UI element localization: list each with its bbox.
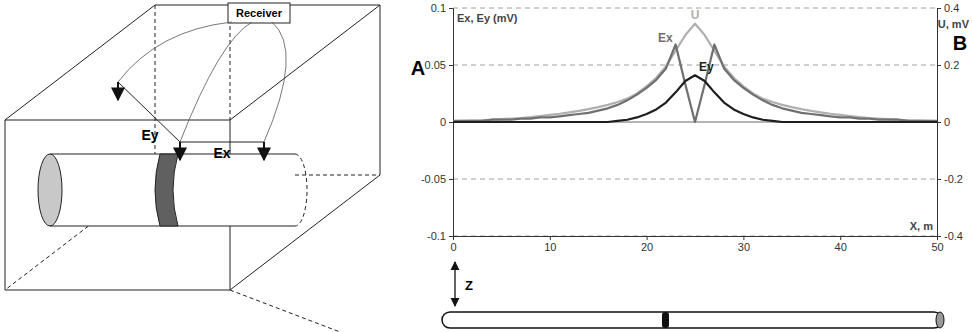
tick-label: 0.05 <box>425 59 446 71</box>
ex-label: Ex <box>213 145 230 161</box>
axis-line <box>449 9 454 237</box>
dipole-y <box>118 82 180 142</box>
tick: 30 <box>738 236 750 253</box>
tick-mark <box>449 8 453 9</box>
tick-mark <box>449 65 453 66</box>
depth-arrow <box>454 262 455 306</box>
edge <box>5 120 6 290</box>
edge <box>5 5 155 120</box>
tick-label: 20 <box>641 241 653 253</box>
electrode <box>117 82 119 100</box>
tick-mark <box>937 179 941 180</box>
axis-line <box>454 237 938 241</box>
edge <box>5 120 230 121</box>
pipe-body <box>50 154 295 226</box>
tick-label: 0.4 <box>944 2 959 14</box>
receiver-box <box>228 3 290 23</box>
series-line <box>453 75 937 122</box>
tick-mark <box>449 122 453 123</box>
tick-mark <box>743 236 744 240</box>
series-line <box>453 44 937 122</box>
tick-label: 0.2 <box>944 59 959 71</box>
series-line <box>453 24 937 121</box>
tick-label: -0.05 <box>421 173 446 185</box>
figure: ReceiverEyExA-0.1-0.0500.050.1-0.4-0.200… <box>0 0 972 332</box>
tick: -0.1 <box>427 230 453 242</box>
series-label: Ex <box>658 31 673 45</box>
tick-mark <box>937 122 941 123</box>
tick-label: 10 <box>544 241 556 253</box>
tick-label: 30 <box>738 241 750 253</box>
pipe-end <box>936 312 944 328</box>
tick: 0 <box>440 116 453 128</box>
tick-label: 40 <box>835 241 847 253</box>
pipe-end <box>38 154 62 226</box>
tick-mark <box>937 65 941 66</box>
tick-label: 0 <box>944 116 950 128</box>
axis-guide <box>230 290 340 332</box>
tick-label: 50 <box>931 241 943 253</box>
tick-mark <box>840 236 841 240</box>
tick: 0.2 <box>937 59 959 71</box>
tick: -0.05 <box>421 173 453 185</box>
axis: -0.1 -0.05 0 0.05 0.1 <box>421 2 454 242</box>
panel-a: Receiver Ey Ex A <box>5 3 425 332</box>
tick-label: -0.2 <box>944 173 963 185</box>
wire <box>118 22 232 82</box>
tick: 40 <box>835 236 847 253</box>
tick-label: -0.1 <box>427 230 446 242</box>
tick: 50 <box>931 236 943 253</box>
tick: 0.4 <box>937 2 959 14</box>
tick: 0 <box>450 236 456 253</box>
pipe-defect <box>662 312 669 328</box>
tick-label: 0 <box>450 241 456 253</box>
y-axis-title: Ex, Ey (mV) <box>457 12 518 24</box>
ey-label: Ey <box>141 127 158 143</box>
edge <box>155 5 156 175</box>
tick-label: -0.4 <box>944 230 963 242</box>
tick-mark <box>647 236 648 240</box>
tick: 0.05 <box>425 59 453 71</box>
edge <box>380 5 381 175</box>
tick-mark <box>453 236 454 240</box>
electrode <box>179 142 181 160</box>
electrode <box>263 142 265 160</box>
tick: 20 <box>641 236 653 253</box>
tick: 10 <box>544 236 556 253</box>
tick-mark <box>449 179 453 180</box>
panel-b: -0.1 -0.05 0 0.05 0.1 -0.4 -0.2 0 0.2 0.4 0 10 20 30 4… <box>421 2 970 328</box>
tick: 0 <box>937 116 950 128</box>
pipe-sketch: Z <box>442 262 944 328</box>
pipe <box>442 312 942 328</box>
tick-label: 0 <box>440 116 446 128</box>
tick-label: 0.1 <box>431 2 446 14</box>
axis: 0 10 20 30 40 50 <box>450 236 943 253</box>
grid-line <box>453 179 937 180</box>
receiver-label: Receiver <box>236 7 283 19</box>
tick-mark <box>937 236 938 240</box>
x-axis-title: X, m <box>910 220 933 232</box>
wire <box>180 22 252 142</box>
tick: -0.2 <box>937 173 963 185</box>
wire <box>264 22 286 142</box>
edge <box>5 290 230 291</box>
series-label: Ey <box>699 60 714 74</box>
tick-mark <box>449 236 453 237</box>
dipole-x <box>180 142 264 143</box>
panel-label: A <box>411 57 425 79</box>
series-label: U <box>691 8 700 22</box>
tick: 0.1 <box>431 2 453 14</box>
y2-axis-title: U, mV <box>938 18 970 30</box>
grid <box>453 8 937 236</box>
panel-label: B <box>953 32 967 54</box>
series-labels: U Ex Ey <box>658 8 714 75</box>
tick-mark <box>550 236 551 240</box>
tick-mark <box>937 8 941 9</box>
plot-area <box>453 24 937 122</box>
pipe-end-far <box>295 154 307 226</box>
depth-label: Z <box>465 278 473 293</box>
pipe-defect <box>155 154 178 226</box>
axis-line <box>938 9 942 237</box>
grid-line <box>453 65 937 66</box>
